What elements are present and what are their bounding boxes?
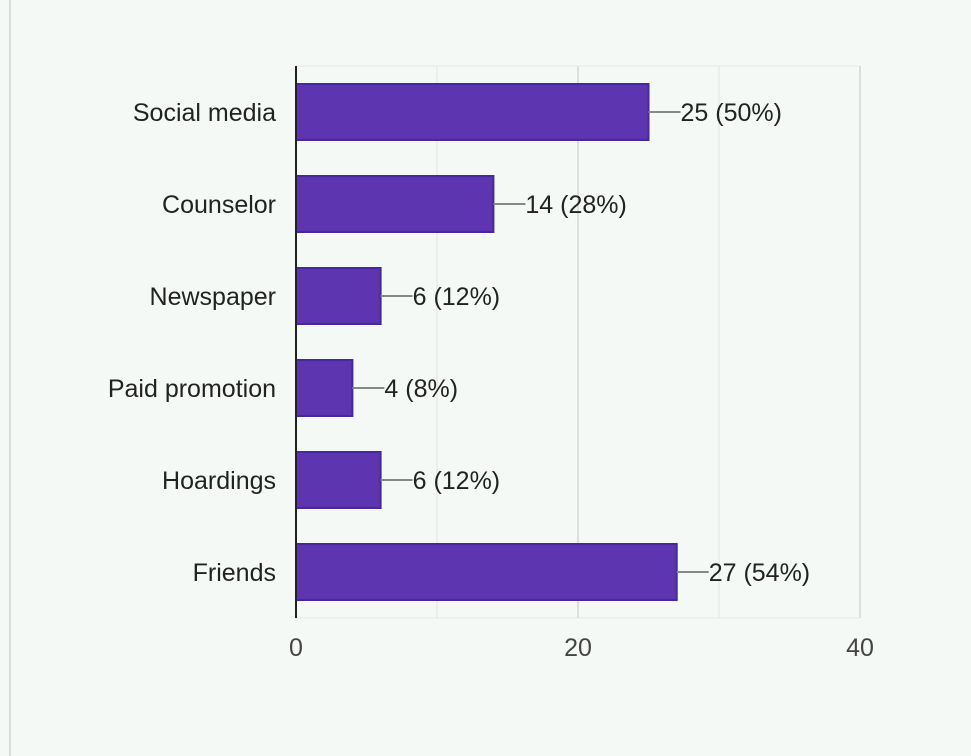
- category-label-4: Hoardings: [162, 467, 276, 495]
- x-tick-label-1: 20: [564, 634, 592, 662]
- category-label-2: Newspaper: [150, 283, 276, 311]
- value-label-5: 27 (54%): [709, 559, 810, 587]
- value-labels: 25 (50%) 14 (28%) 6 (12%) 4 (8%) 6 (12%) 27 (…: [384, 99, 810, 587]
- bar-3: [295, 359, 354, 417]
- category-label-0: Social media: [133, 99, 276, 127]
- category-label-5: Friends: [193, 559, 276, 587]
- x-tick-label-0: 0: [289, 634, 303, 662]
- bar-1: [295, 175, 495, 233]
- bar-2: [295, 267, 382, 325]
- bar-4: [295, 451, 382, 509]
- value-label-4: 6 (12%): [413, 467, 501, 495]
- x-tick-label-2: 40: [846, 634, 874, 662]
- value-label-1: 14 (28%): [525, 191, 626, 219]
- gridlines: [296, 65, 861, 619]
- bar-0: [295, 83, 650, 141]
- bar-5: [295, 543, 678, 601]
- category-label-1: Counselor: [162, 191, 276, 219]
- x-tick-labels: 0 20 40: [289, 634, 874, 662]
- value-label-3: 4 (8%): [384, 375, 458, 403]
- value-label-0: 25 (50%): [681, 99, 782, 127]
- category-labels: Social media Counselor Newspaper Paid promo…: [108, 99, 276, 587]
- value-leader-lines: [352, 111, 709, 573]
- frame-left-border: [9, 0, 11, 756]
- value-label-2: 6 (12%): [413, 283, 501, 311]
- category-label-3: Paid promotion: [108, 375, 276, 403]
